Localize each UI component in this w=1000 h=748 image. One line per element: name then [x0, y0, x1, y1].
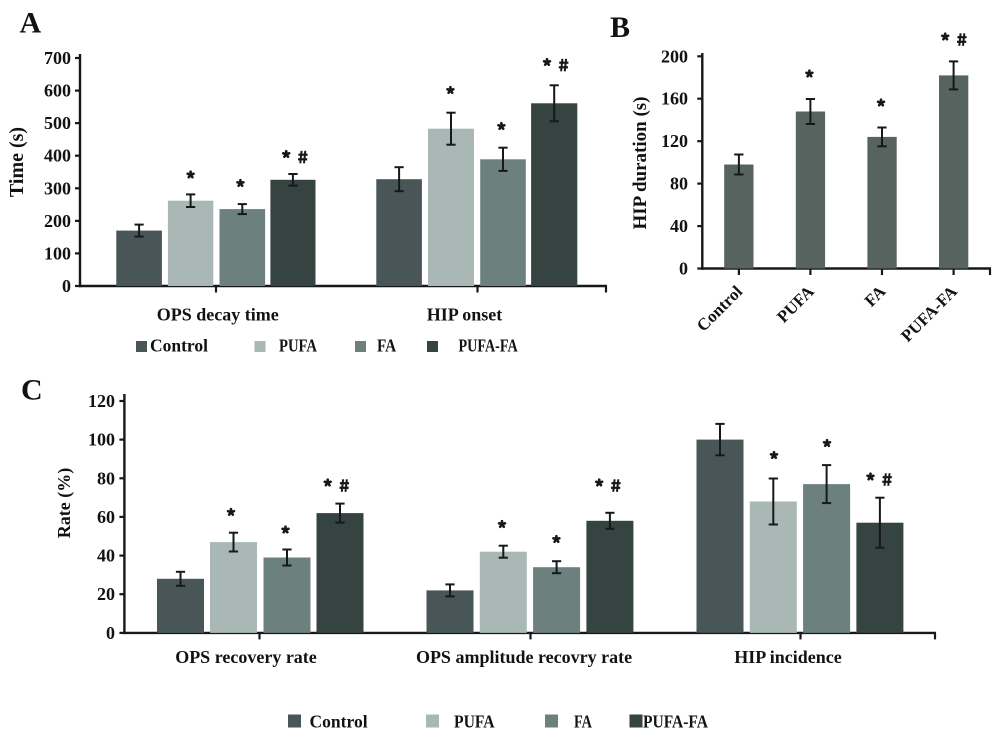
svg-text:120: 120	[88, 391, 115, 411]
svg-text:Time (s): Time (s)	[6, 127, 28, 197]
svg-text:PUFA: PUFA	[773, 281, 818, 326]
svg-text:120: 120	[661, 131, 688, 151]
svg-text:0: 0	[106, 623, 115, 643]
svg-text:40: 40	[670, 216, 688, 236]
svg-text:HIP incidence: HIP incidence	[734, 647, 842, 667]
svg-text:400: 400	[44, 146, 71, 166]
svg-text:HIP onset: HIP onset	[427, 305, 503, 325]
svg-text:20: 20	[97, 584, 115, 604]
svg-text:60: 60	[97, 507, 115, 527]
svg-text:80: 80	[97, 468, 115, 488]
svg-text:PUFA: PUFA	[279, 336, 317, 356]
svg-text:200: 200	[44, 211, 71, 231]
svg-text:PUFA-FA: PUFA-FA	[897, 281, 961, 345]
svg-text:FA: FA	[377, 336, 397, 356]
svg-text:Control: Control	[310, 712, 368, 732]
svg-text:40: 40	[97, 546, 115, 566]
svg-text:Control: Control	[150, 336, 208, 356]
svg-text:OPS decay time: OPS decay time	[157, 305, 279, 325]
svg-text:C: C	[21, 374, 43, 407]
svg-text:160: 160	[661, 89, 688, 109]
svg-text:0: 0	[679, 259, 688, 279]
svg-text:OPS recovery rate: OPS recovery rate	[175, 647, 317, 667]
svg-text:80: 80	[670, 174, 688, 194]
svg-text:PUFA-FA: PUFA-FA	[643, 712, 708, 732]
svg-text:PUFA: PUFA	[454, 712, 495, 732]
svg-text:PUFA-FA: PUFA-FA	[459, 336, 519, 356]
svg-text:FA: FA	[574, 712, 592, 732]
svg-text:FA: FA	[861, 281, 890, 310]
svg-text:OPS amplitude recovry rate: OPS amplitude recovry rate	[416, 647, 632, 667]
svg-text:600: 600	[44, 81, 71, 101]
svg-text:100: 100	[88, 430, 115, 450]
svg-text:500: 500	[44, 113, 71, 133]
svg-text:Rate (%): Rate (%)	[54, 468, 75, 538]
svg-text:300: 300	[44, 178, 71, 198]
svg-text:0: 0	[62, 276, 71, 296]
svg-text:B: B	[610, 11, 630, 44]
svg-text:HIP duration (s): HIP duration (s)	[630, 96, 651, 229]
svg-text:100: 100	[44, 243, 71, 263]
svg-text:200: 200	[661, 46, 688, 66]
svg-text:Control: Control	[693, 282, 746, 335]
svg-text:A: A	[20, 7, 42, 40]
svg-text:700: 700	[44, 48, 71, 68]
